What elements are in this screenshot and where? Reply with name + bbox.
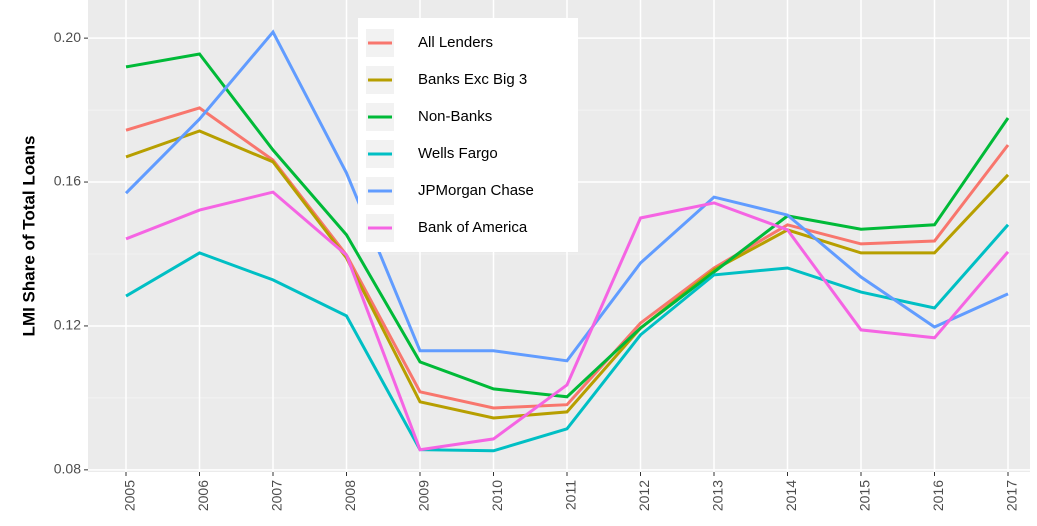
x-tick-label: 2015 <box>857 480 873 511</box>
x-tick-label: 2006 <box>195 480 211 511</box>
y-tick-label: 0.20 <box>54 29 81 45</box>
x-tick-label: 2012 <box>636 480 652 511</box>
series-line <box>125 52 1010 399</box>
y-tick-label: 0.12 <box>54 317 81 333</box>
legend-box <box>358 18 578 252</box>
x-tick-label: 2008 <box>342 480 358 511</box>
series-line <box>125 223 1010 453</box>
legend-label: Wells Fargo <box>418 145 498 162</box>
series-line <box>125 129 1010 420</box>
x-tick-label: 2013 <box>710 480 726 511</box>
legend-label: Banks Exc Big 3 <box>418 71 527 88</box>
x-tick-label: 2010 <box>489 480 505 511</box>
y-tick-label: 0.16 <box>54 173 81 189</box>
x-tick-label: 2017 <box>1004 480 1020 511</box>
x-tick-label: 2011 <box>563 480 579 510</box>
y-tick-label: 0.08 <box>54 461 81 477</box>
x-tick-label: 2009 <box>416 480 432 511</box>
x-tick-label: 2005 <box>122 480 138 511</box>
legend-label: All Lenders <box>418 34 493 51</box>
series-line <box>125 190 1010 452</box>
legend-label: JPMorgan Chase <box>418 182 534 199</box>
x-tick-label: 2016 <box>930 480 946 511</box>
legend-label: Non-Banks <box>418 108 492 125</box>
y-axis-title: LMI Share of Total Loans <box>19 136 38 337</box>
legend-label: Bank of America <box>418 219 528 236</box>
x-tick-label: 2007 <box>269 480 285 511</box>
series-line <box>125 106 1010 410</box>
x-tick-label: 2014 <box>783 480 799 511</box>
series-line <box>124 29 1009 363</box>
